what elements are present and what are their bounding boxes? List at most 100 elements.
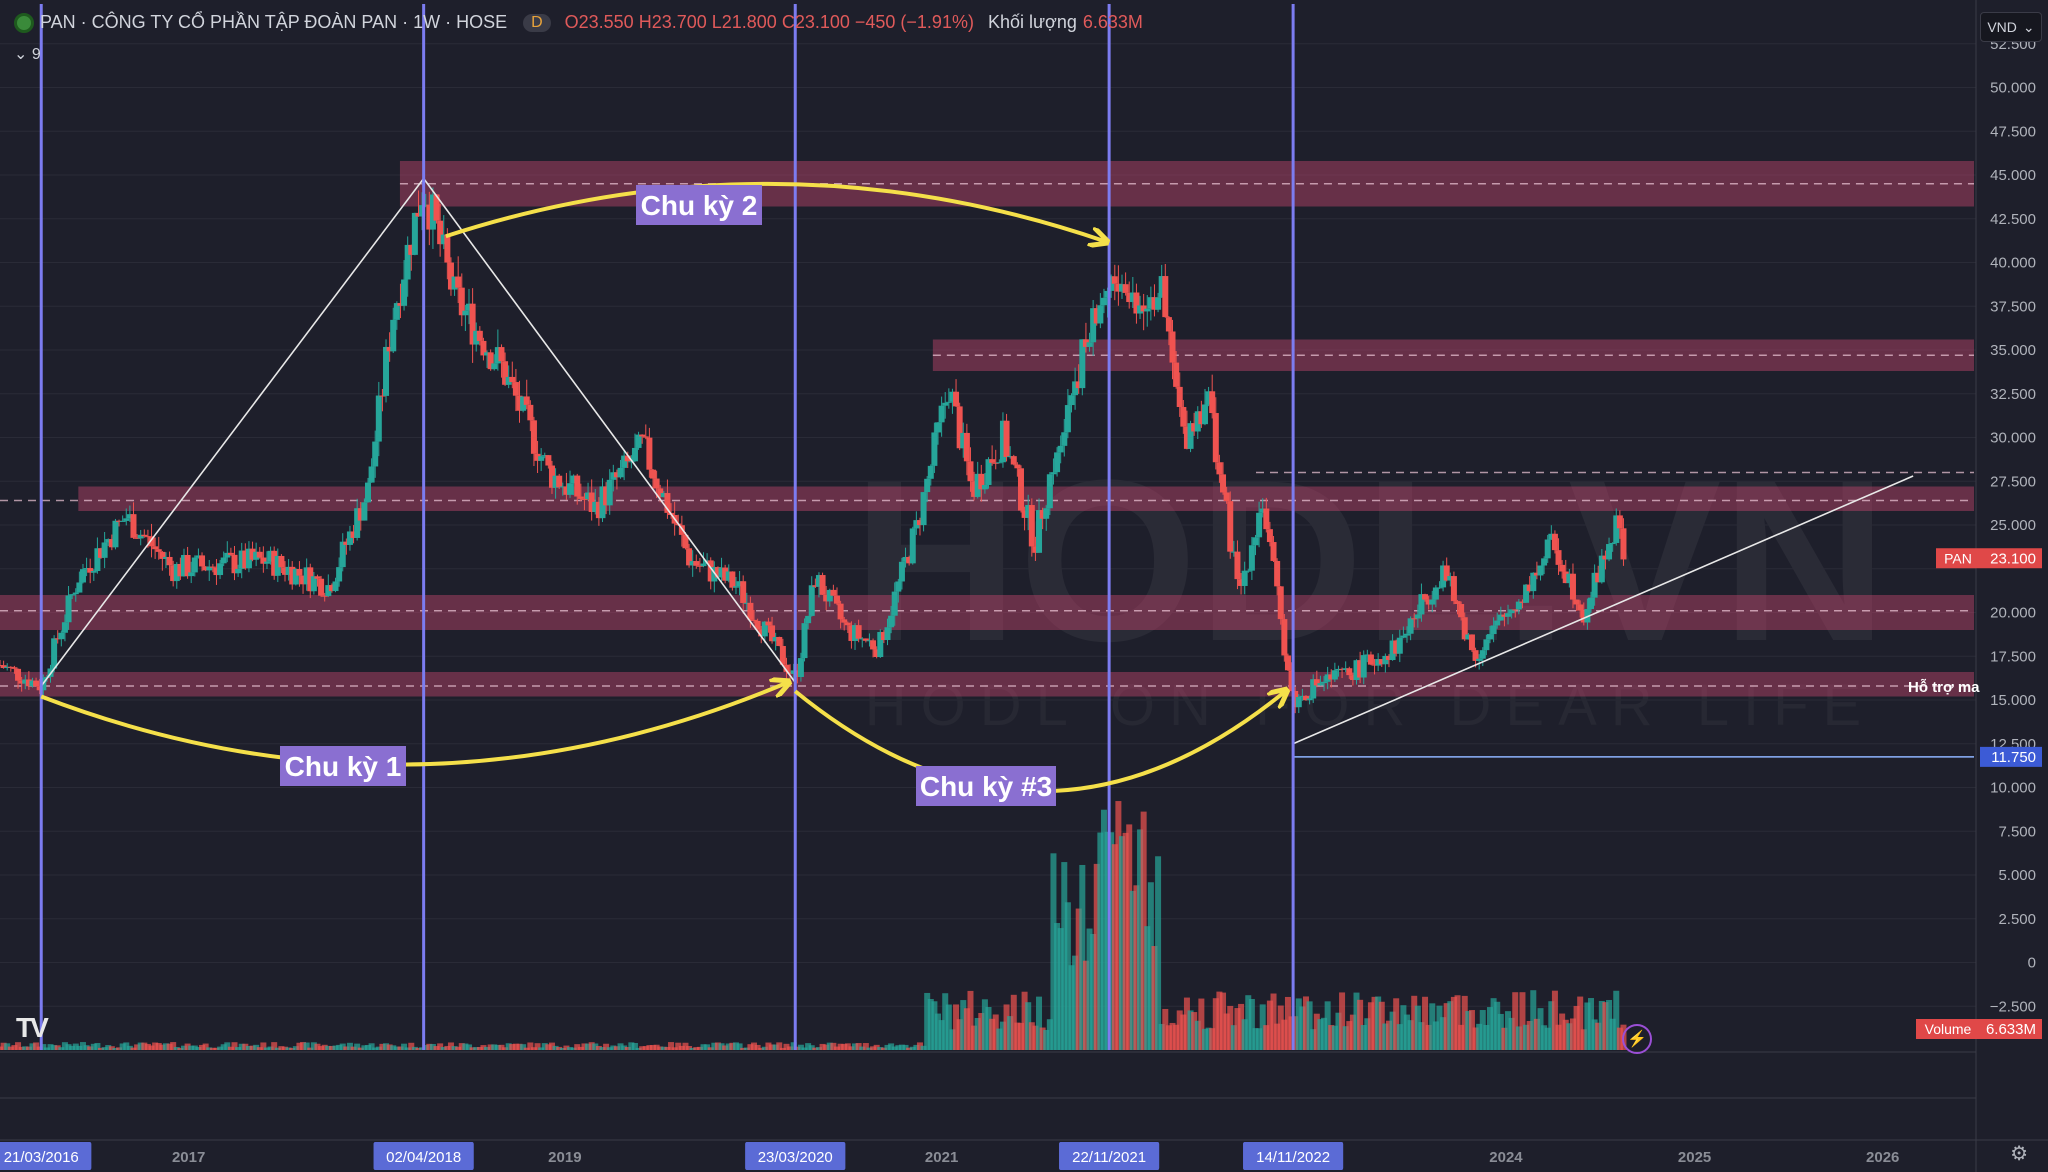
candle-body [512, 382, 519, 396]
candle-body [1569, 573, 1576, 600]
volume-bar [343, 1046, 350, 1050]
candle-body [1591, 572, 1598, 598]
y-tick-label: 45.000 [1990, 167, 2036, 184]
volume-bar [530, 1047, 537, 1050]
candle-body [1479, 650, 1486, 659]
candle-body [101, 542, 108, 558]
candle-body [1061, 432, 1068, 446]
candle-body [617, 467, 624, 478]
candle-body [0, 665, 7, 669]
volume-tag-bg [1916, 1019, 1980, 1039]
candle-body [935, 422, 942, 433]
trendlines [40, 178, 1974, 758]
volume-bar [999, 1021, 1006, 1050]
volume-bar [642, 1046, 649, 1050]
volume-bar [1043, 1029, 1050, 1050]
lightning-icon[interactable]: ⚡ [1622, 1024, 1652, 1054]
candle-body [1292, 690, 1299, 708]
candle-body [1432, 587, 1439, 600]
candle-body [761, 621, 768, 637]
candle-body [711, 567, 718, 582]
volume-bar [1227, 1005, 1234, 1050]
volume-bar [162, 1043, 169, 1050]
indicators-toggle[interactable]: ⌄ 9 [14, 44, 41, 64]
candle-body [155, 549, 162, 552]
cycle-date-label: 23/03/2020 [758, 1149, 833, 1166]
volume-bar [249, 1045, 256, 1050]
candle-body [368, 466, 375, 483]
mode-badge[interactable]: D [523, 13, 551, 32]
volume-bar [1097, 832, 1104, 1050]
candle-body [1050, 472, 1057, 475]
volume-bar [971, 1025, 978, 1050]
volume-bar [364, 1045, 371, 1050]
volume-bar [953, 1004, 960, 1050]
candle-body [725, 571, 732, 581]
volume-bar [1140, 811, 1147, 1050]
candle-body [1515, 601, 1522, 610]
candle-body [1281, 619, 1288, 656]
candle-body [754, 620, 761, 630]
candle-body [1169, 331, 1176, 363]
symbol-title[interactable]: PAN · CÔNG TY CỔ PHẦN TẬP ĐOÀN PAN · 1W … [40, 12, 508, 32]
candle-body [541, 455, 548, 457]
candle-body [621, 455, 628, 468]
volume-bar [516, 1043, 523, 1050]
candle-body [444, 234, 451, 263]
candle-body [390, 319, 397, 352]
volume-bar [1082, 960, 1089, 1050]
volume-bar [1137, 829, 1144, 1050]
gear-icon[interactable]: ⚙ [2010, 1143, 2028, 1165]
volume-bar [884, 1044, 891, 1050]
cycle-date-label: 21/03/2016 [4, 1149, 79, 1166]
candle-body [1288, 670, 1295, 691]
support-low-badge: 11.750 [1991, 749, 2036, 766]
candle-body [1559, 564, 1566, 572]
indicators-count: 9 [31, 46, 41, 63]
candle-body [1418, 594, 1425, 615]
candle-body [707, 560, 714, 582]
candle-body [1313, 679, 1320, 686]
volume-bar [826, 1042, 833, 1050]
candle-body [740, 581, 747, 603]
candle-body [603, 486, 610, 506]
candle-body [1414, 614, 1421, 619]
candle-body [451, 276, 458, 290]
volume-bar [476, 1047, 483, 1050]
candle-body [314, 576, 321, 579]
volume-bar [1382, 1023, 1389, 1050]
volume-bar [289, 1047, 296, 1050]
candle-body [1119, 284, 1126, 292]
volume-bar [1104, 831, 1111, 1050]
candle-body [437, 220, 444, 245]
volume-bar [603, 1043, 610, 1050]
candle-body [646, 437, 653, 470]
currency-select[interactable]: VND ⌄ [1980, 12, 2042, 42]
volume-bar [740, 1047, 747, 1050]
volume-bar [199, 1044, 206, 1050]
candle-body [69, 594, 76, 596]
candle-body [1389, 640, 1396, 661]
volume-bar [466, 1044, 473, 1050]
candle-body [480, 340, 487, 356]
volume-bar [1523, 1024, 1530, 1050]
candle-body [927, 465, 934, 479]
candle-body [523, 396, 530, 405]
candle-body [967, 461, 974, 482]
volume-bar [696, 1046, 703, 1050]
volume-bar [545, 1044, 552, 1050]
candle-body [559, 486, 566, 488]
candle-body [458, 287, 465, 316]
volume-bar [1064, 902, 1071, 1050]
candle-body [357, 508, 364, 521]
volume-bar [61, 1042, 68, 1050]
volume-bar [134, 1044, 141, 1050]
volume-bar [206, 1047, 213, 1050]
volume-bar [1191, 1012, 1198, 1050]
candle-body [920, 492, 927, 526]
volume-bar [707, 1047, 714, 1050]
candle-body [1606, 544, 1613, 560]
candle-body [689, 561, 696, 566]
candle-body [577, 496, 584, 499]
